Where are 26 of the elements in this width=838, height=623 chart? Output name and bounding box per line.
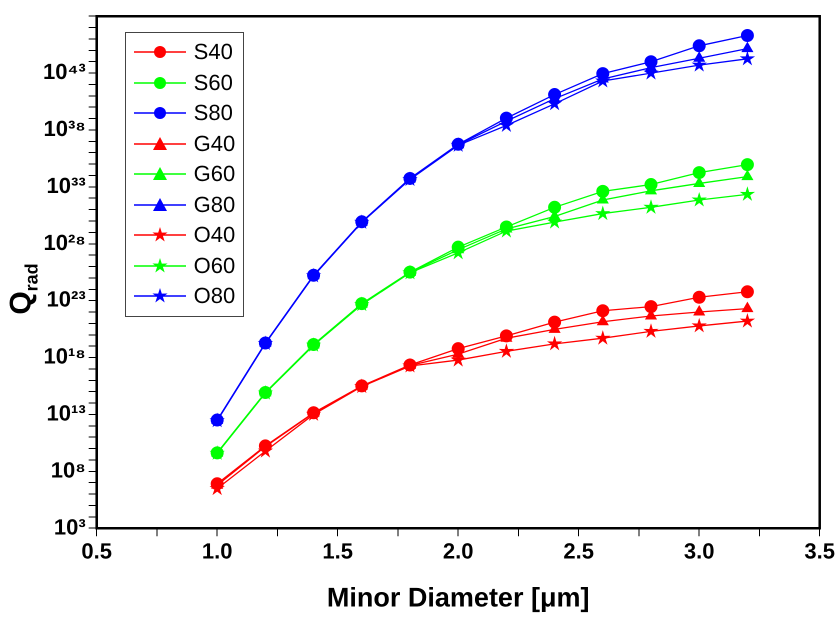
y-tick-label: 10³ [54, 514, 86, 540]
legend-label: O80 [194, 283, 236, 310]
y-tick-label: 10¹³ [46, 400, 86, 426]
y-tick-label: 10²³ [46, 286, 86, 312]
x-axis-title: Minor Diameter [μm] [326, 582, 590, 612]
y-tick-label: 10³⁸ [43, 116, 86, 142]
y-tick-label: 10⁸ [50, 457, 86, 482]
y-tick-label: 10¹⁸ [43, 344, 86, 369]
x-tick-label: 3.5 [804, 538, 836, 564]
legend-label: S40 [194, 39, 233, 66]
legend-label: S80 [194, 100, 233, 126]
x-tick-label: 2.5 [563, 538, 594, 564]
x-tick-label: 2.0 [442, 538, 474, 564]
y-tick-label: 10²⁸ [43, 230, 86, 255]
legend-label: G60 [194, 161, 236, 188]
y-tick-label: 10⁴³ [42, 59, 86, 84]
legend-label: O60 [194, 252, 236, 279]
legend-label: G80 [194, 192, 236, 218]
x-tick-label: 3.0 [684, 538, 714, 564]
legend-label: O40 [194, 222, 236, 248]
x-tick-label: 1.0 [202, 538, 232, 564]
legend-label: G40 [194, 130, 236, 157]
x-tick-label: 0.5 [81, 538, 112, 564]
x-tick-label: 1.5 [322, 538, 353, 564]
legend-label: S60 [194, 70, 233, 96]
y-tick-label: 10³³ [46, 172, 86, 198]
